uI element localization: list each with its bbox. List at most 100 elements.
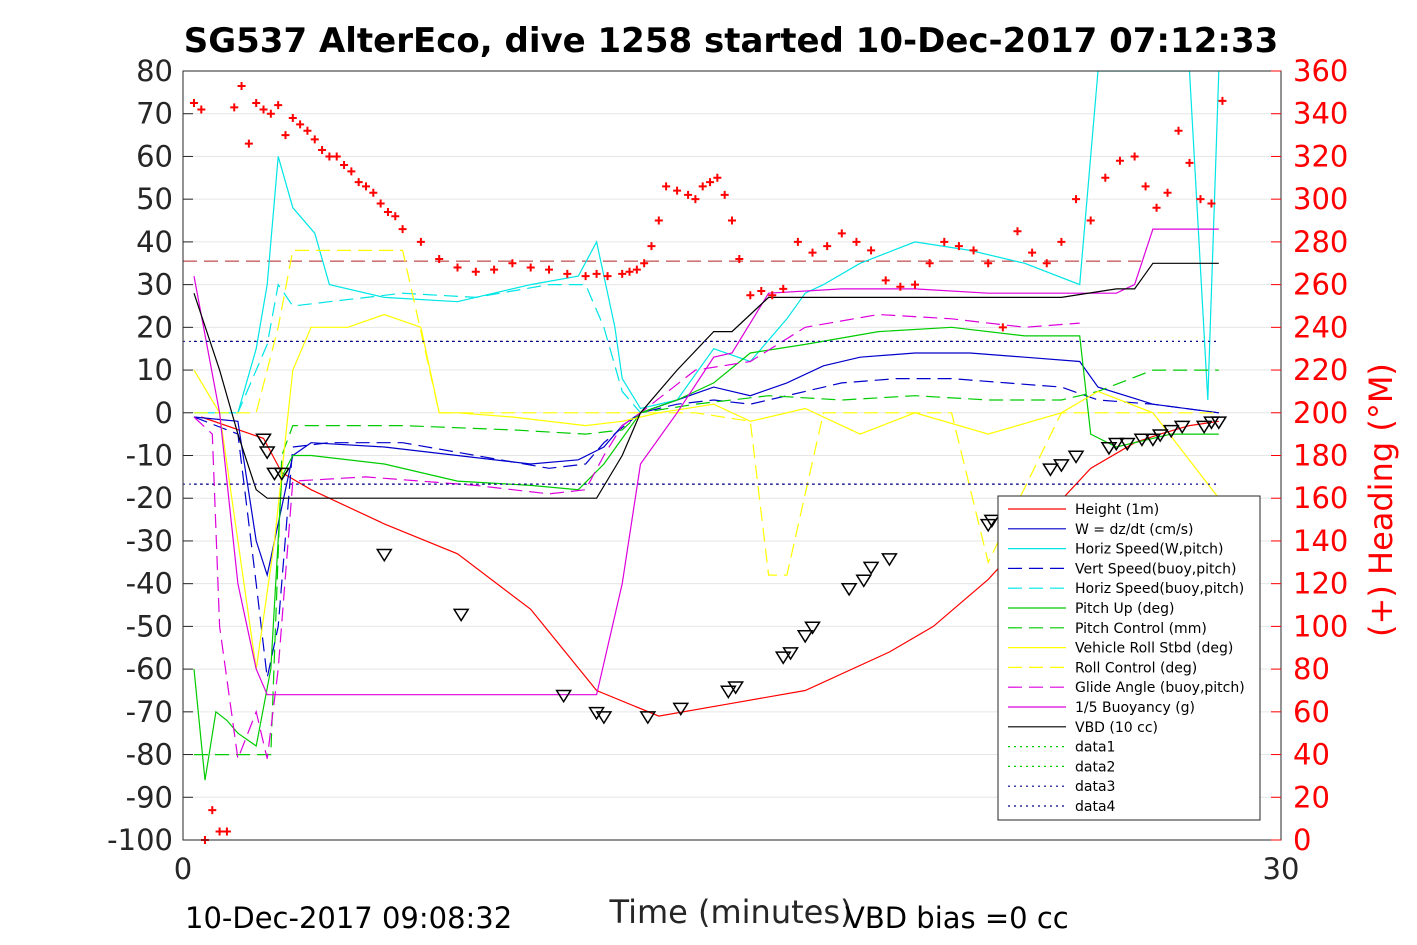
heading-point	[325, 152, 334, 161]
right-tick-label: 0	[1293, 823, 1311, 857]
triangle-marker	[796, 629, 814, 644]
series-line	[193, 228, 1219, 696]
heading-point	[1028, 248, 1037, 257]
legend: Height (1m) W = dz/dt (cm/s) Horiz Speed(W…	[997, 495, 1261, 821]
triangle-marker	[1162, 424, 1180, 439]
heading-point	[252, 99, 261, 108]
left-tick-label: 70	[136, 97, 173, 131]
triangle-marker	[1100, 442, 1118, 456]
triangle-marker	[804, 621, 821, 635]
right-tick-label: 180	[1293, 439, 1348, 473]
legend-label: Horiz Speed(W,pitch)	[1075, 542, 1223, 558]
heading-point	[984, 259, 993, 268]
heading-point	[911, 280, 919, 289]
heading-point	[698, 182, 707, 191]
heading-point	[383, 207, 392, 216]
triangle-marker	[1118, 437, 1136, 452]
triangle-marker	[595, 711, 613, 725]
heading-point	[793, 237, 802, 246]
left-tick-label: 50	[136, 182, 173, 216]
heading-point	[1013, 227, 1022, 236]
heading-point	[969, 246, 978, 255]
triangle-marker	[258, 446, 276, 460]
series-group	[193, 71, 1220, 781]
heading-point	[508, 259, 517, 268]
triangle-marker	[1151, 429, 1169, 443]
heading-points	[189, 81, 1227, 844]
series-line	[201, 416, 1219, 717]
left-tick-label: 40	[136, 225, 173, 259]
legend-label: Height (1m)	[1075, 502, 1159, 518]
triangle-marker	[375, 548, 393, 563]
legend-box	[997, 495, 1261, 821]
heading-point	[684, 190, 693, 199]
triangle-marker	[1042, 463, 1059, 477]
footer-timestamp: 10-Dec-2017 09:08:32	[185, 901, 512, 935]
heading-point	[823, 242, 832, 251]
heading-point	[354, 178, 363, 187]
heading-point	[215, 827, 224, 836]
heading-point	[728, 216, 736, 225]
heading-point	[310, 135, 319, 144]
heading-point	[490, 265, 499, 274]
heading-point	[303, 126, 312, 135]
heading-point	[896, 282, 905, 291]
heading-point	[808, 248, 817, 257]
heading-point	[691, 195, 700, 204]
legend-label: 1/5 Buoyancy (g)	[1075, 700, 1195, 716]
legend-label: VBD (10 cc)	[1075, 720, 1158, 736]
left-tick-label: 20	[136, 310, 173, 344]
right-tick-label: 280	[1293, 225, 1348, 259]
heading-point	[757, 287, 766, 296]
right-tick-label: 360	[1293, 54, 1348, 88]
triangle-marker	[1144, 433, 1162, 447]
heading-point	[1130, 152, 1139, 161]
heading-point	[545, 265, 553, 274]
right-tick-label: 160	[1293, 481, 1348, 515]
left-tick-label: -60	[126, 652, 173, 686]
heading-point	[1115, 156, 1124, 165]
triangle-marker	[273, 467, 291, 482]
series-line	[193, 326, 1219, 781]
heading-point	[768, 291, 777, 300]
heading-point	[1218, 96, 1227, 105]
right-tick-label: 40	[1293, 738, 1330, 772]
heading-point	[735, 254, 744, 263]
heading-point	[852, 237, 861, 246]
left-tick-label: -20	[126, 481, 173, 515]
heading-point	[654, 216, 663, 225]
heading-point	[867, 246, 876, 255]
heading-point	[347, 167, 356, 176]
heading-point	[391, 212, 400, 221]
heading-point	[1152, 203, 1161, 212]
heading-point	[662, 182, 671, 191]
heading-point	[266, 109, 275, 118]
triangle-marker	[1195, 420, 1213, 435]
heading-point	[720, 190, 729, 199]
left-tick-label: -80	[126, 738, 173, 772]
heading-point	[779, 284, 788, 293]
legend-label: Glide Angle (buoy,pitch)	[1075, 680, 1245, 696]
left-tick-label: -30	[126, 524, 173, 558]
right-tick-label: 340	[1293, 97, 1348, 131]
heading-point	[940, 237, 949, 246]
heading-point	[398, 225, 407, 234]
right-tick-label: 320	[1293, 139, 1348, 173]
triangle-marker	[1173, 420, 1191, 435]
heading-point	[435, 254, 444, 263]
left-tick-label: -10	[126, 439, 173, 473]
legend-label: Roll Control (deg)	[1075, 660, 1197, 676]
triangle-marker	[862, 561, 880, 575]
heading-point	[925, 259, 934, 268]
heading-point	[230, 103, 239, 112]
right-tick-label: 220	[1293, 353, 1348, 387]
heading-point	[625, 267, 634, 276]
heading-point	[998, 323, 1007, 332]
heading-point	[1101, 173, 1110, 182]
triangle-marker	[881, 553, 898, 567]
heading-point	[208, 806, 217, 815]
left-tick-label: 30	[136, 268, 173, 302]
left-axis-ticks: 80 70 60 50 40 30 20 10 0 -10 -20 -30 -40 -50 -60 -70 -8…	[107, 54, 193, 857]
legend-label: W = dz/dt (cm/s)	[1075, 522, 1194, 538]
